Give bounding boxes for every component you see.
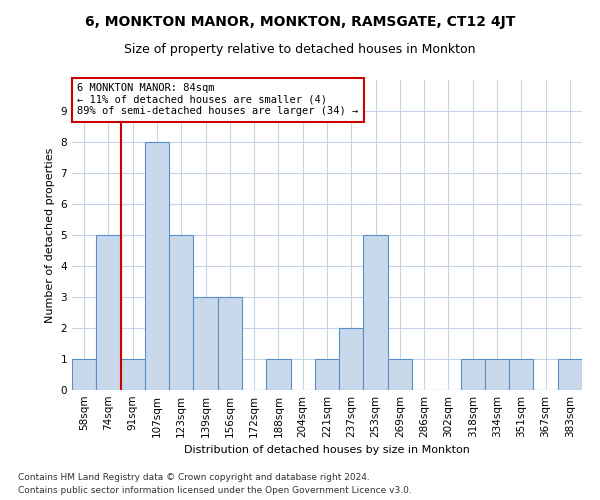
Text: 6 MONKTON MANOR: 84sqm
← 11% of detached houses are smaller (4)
89% of semi-deta: 6 MONKTON MANOR: 84sqm ← 11% of detached… bbox=[77, 83, 358, 116]
Bar bbox=[96, 235, 121, 390]
Bar bbox=[266, 359, 290, 390]
Bar bbox=[509, 359, 533, 390]
Bar bbox=[485, 359, 509, 390]
Text: Contains public sector information licensed under the Open Government Licence v3: Contains public sector information licen… bbox=[18, 486, 412, 495]
Bar bbox=[364, 235, 388, 390]
Bar bbox=[315, 359, 339, 390]
Bar bbox=[388, 359, 412, 390]
Y-axis label: Number of detached properties: Number of detached properties bbox=[45, 148, 55, 322]
Text: Size of property relative to detached houses in Monkton: Size of property relative to detached ho… bbox=[124, 42, 476, 56]
Bar bbox=[145, 142, 169, 390]
Bar bbox=[461, 359, 485, 390]
Bar bbox=[169, 235, 193, 390]
Bar bbox=[218, 297, 242, 390]
Text: 6, MONKTON MANOR, MONKTON, RAMSGATE, CT12 4JT: 6, MONKTON MANOR, MONKTON, RAMSGATE, CT1… bbox=[85, 15, 515, 29]
Bar bbox=[193, 297, 218, 390]
Bar bbox=[558, 359, 582, 390]
Bar bbox=[121, 359, 145, 390]
Text: Contains HM Land Registry data © Crown copyright and database right 2024.: Contains HM Land Registry data © Crown c… bbox=[18, 474, 370, 482]
Bar bbox=[339, 328, 364, 390]
X-axis label: Distribution of detached houses by size in Monkton: Distribution of detached houses by size … bbox=[184, 446, 470, 456]
Bar bbox=[72, 359, 96, 390]
